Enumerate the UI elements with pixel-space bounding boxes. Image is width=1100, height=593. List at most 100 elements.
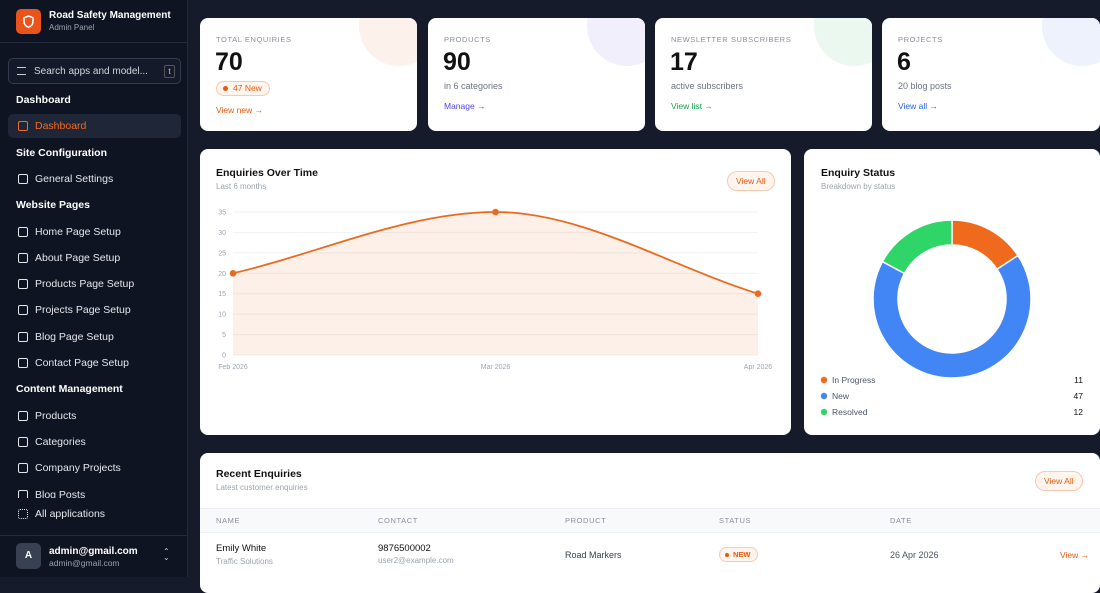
table-card: Recent Enquiries Latest customer enquiri… [200, 453, 1100, 593]
legend-label: In Progress [832, 375, 875, 385]
y-tick-label: 10 [218, 312, 226, 319]
donut-segment [881, 219, 953, 275]
nav-item-label: Projects Page Setup [35, 304, 131, 317]
table-title: Recent Enquiries [216, 468, 302, 480]
search-icon [17, 67, 26, 75]
nav-item-label: Home Page Setup [35, 225, 121, 238]
donut-chart: In Progress 11 New 47 Resolved 12 [820, 219, 1084, 417]
legend-value: 47 [1074, 391, 1084, 401]
nav-section-title: Site Configuration [16, 146, 107, 159]
nav-item-label: Contact Page Setup [35, 357, 129, 369]
view-all-button[interactable]: View All [1035, 471, 1083, 491]
nav-item[interactable]: Company Projects [8, 456, 181, 480]
decor-circle [359, 18, 417, 66]
nav-item-label: Products [35, 409, 77, 422]
avatar: A [16, 543, 41, 569]
nav-item-label: Dashboard [35, 120, 87, 133]
nav-item[interactable]: About Page Setup [8, 246, 181, 270]
nav-item-label: About Page Setup [35, 251, 121, 264]
icon [18, 463, 28, 474]
stat-link[interactable]: Manage → [444, 101, 486, 111]
icon [18, 410, 28, 421]
stat-link[interactable]: View all → [898, 101, 938, 111]
legend-dot [820, 392, 828, 400]
nav-item-label: Categories [35, 435, 86, 448]
nav-item[interactable]: Products Page Setup [8, 272, 181, 296]
y-tick-label: 30 [218, 230, 226, 237]
column-header: NAME [216, 516, 241, 525]
stat-value: 70 [215, 48, 243, 76]
icon [18, 226, 28, 237]
all-apps[interactable]: All applications [8, 502, 181, 526]
badge-dot [725, 552, 729, 557]
point [492, 208, 499, 216]
icon [18, 173, 28, 184]
view-all-button[interactable]: View All [727, 171, 775, 191]
brand-subtitle: Admin Panel [49, 23, 95, 32]
cell-name: Emily White [216, 543, 267, 554]
decor-circle [1042, 18, 1100, 66]
line-chart: 0 5 10 15 20 25 30 35 Feb 2026 Mar 2026 Apr 2026 [218, 208, 773, 371]
search-placeholder: Search apps and model... [34, 66, 148, 77]
nav-item[interactable]: Products [8, 404, 181, 428]
icon [18, 279, 28, 290]
stat-card: NEWSLETTER SUBSCRIBERS 17 active subscribe… [655, 18, 872, 131]
x-tick-label: Feb 2026 [218, 364, 248, 371]
stat-link[interactable]: View new → [216, 105, 264, 115]
user-menu-toggle[interactable]: ⌃ ⌄ [163, 547, 170, 562]
legend-dot [820, 376, 828, 384]
legend-dot [820, 408, 828, 416]
stat-link[interactable]: View list → [671, 101, 713, 111]
y-tick-label: 0 [222, 353, 226, 360]
y-tick-label: 15 [218, 291, 226, 298]
search-box[interactable]: Search apps and model... t [8, 58, 181, 84]
nav-item[interactable]: Categories [8, 430, 181, 454]
icon [18, 305, 28, 316]
brand-title: Road Safety Management [49, 10, 171, 21]
nav-item[interactable]: Dashboard [8, 114, 181, 139]
stat-value: 90 [443, 48, 471, 76]
y-tick-label: 20 [218, 271, 226, 278]
user-email: admin@gmail.com [49, 558, 120, 568]
stat-card: PROJECTS 6 20 blog posts View all → [882, 18, 1100, 131]
nav-item[interactable]: Projects Page Setup [8, 298, 181, 322]
chart-title: Enquiry Status [821, 167, 896, 179]
point [754, 290, 762, 298]
legend-label: New [832, 391, 850, 401]
nav-item[interactable]: Home Page Setup [8, 220, 181, 244]
nav: Dashboard Dashboard Site Configuration Gene… [0, 88, 188, 498]
nav-item[interactable]: General Settings [8, 167, 181, 191]
divider [0, 42, 188, 43]
x-tick-label: Mar 2026 [481, 364, 511, 371]
row-action[interactable]: View → [1060, 550, 1090, 560]
search-shortcut: t [164, 65, 175, 78]
chart-title: Enquiries Over Time [216, 167, 318, 179]
stat-card: TOTAL ENQUIRIES 70 47 New View new → [200, 18, 417, 131]
donut-segment [872, 254, 1032, 379]
stat-badge: 47 New [216, 81, 270, 96]
nav-section-title: Content Management [16, 383, 123, 396]
donut-card: Enquiry Status Breakdown by status [804, 149, 1100, 435]
nav-item[interactable]: Contact Page Setup [8, 351, 181, 375]
chart-subtitle: Last 6 months [216, 182, 267, 191]
user-name[interactable]: admin@gmail.com [49, 546, 138, 557]
status-text: NEW [733, 550, 751, 559]
column-header: CONTACT [378, 516, 418, 525]
nav-item-label: Blog Posts [35, 488, 86, 499]
nav-item[interactable]: Blog Page Setup [8, 325, 181, 349]
stat-note: 20 blog posts [898, 81, 952, 91]
decor-circle [587, 18, 645, 66]
area [233, 212, 758, 355]
y-tick-label: 5 [222, 332, 226, 339]
status-badge: NEW [719, 547, 758, 562]
badge-text: 47 New [233, 83, 262, 93]
column-header: PRODUCT [565, 516, 607, 525]
nav-item-label: Products Page Setup [35, 278, 135, 291]
nav-item[interactable]: Blog Posts [8, 483, 181, 499]
stat-value: 6 [897, 48, 911, 76]
divider [0, 535, 188, 536]
stat-note: in 6 categories [444, 81, 503, 91]
x-tick-label: Apr 2026 [744, 364, 773, 371]
cell-email: user2@example.com [378, 556, 454, 565]
